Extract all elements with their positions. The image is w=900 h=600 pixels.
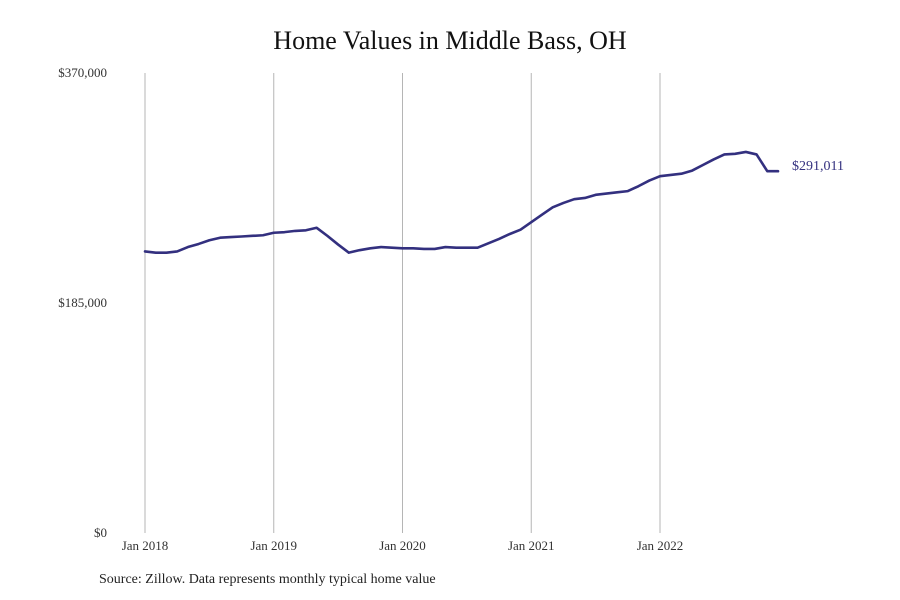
home-value-line bbox=[143, 150, 780, 254]
x-tick-label: Jan 2020 bbox=[379, 538, 426, 553]
x-tick-label: Jan 2021 bbox=[508, 538, 555, 553]
chart-title: Home Values in Middle Bass, OH bbox=[273, 26, 627, 55]
y-axis-ticks: $0 $185,000 $370,000 bbox=[58, 65, 107, 540]
x-tick-label: Jan 2019 bbox=[250, 538, 297, 553]
y-tick-label: $185,000 bbox=[58, 295, 107, 310]
x-tick-label: Jan 2018 bbox=[122, 538, 169, 553]
x-tick-label: Jan 2022 bbox=[637, 538, 684, 553]
last-value-label: $291,011 bbox=[792, 159, 844, 174]
x-axis-ticks: Jan 2018 Jan 2019 Jan 2020 Jan 2021 Jan 2022 bbox=[122, 538, 684, 553]
gridlines bbox=[144, 73, 661, 533]
y-tick-label: $0 bbox=[94, 525, 107, 540]
y-tick-label: $370,000 bbox=[58, 65, 107, 80]
source-note: Source: Zillow. Data represents monthly … bbox=[99, 572, 436, 587]
